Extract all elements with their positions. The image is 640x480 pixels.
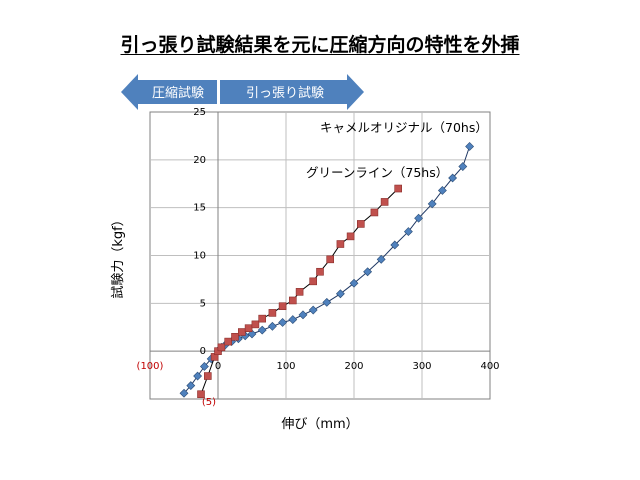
data-point bbox=[288, 315, 298, 325]
data-point bbox=[349, 278, 359, 288]
data-point bbox=[204, 372, 212, 380]
x-tick-label: 200 bbox=[344, 361, 363, 372]
test-direction-arrows: 圧縮試験 引っ張り試験 bbox=[121, 74, 364, 110]
data-point bbox=[278, 318, 288, 327]
data-point bbox=[267, 321, 277, 331]
data-point bbox=[217, 343, 226, 352]
data-point bbox=[380, 198, 389, 206]
x-tick-label: 100 bbox=[276, 361, 295, 372]
data-point bbox=[376, 254, 386, 264]
y-tick-label: 0 bbox=[200, 346, 206, 357]
tension-label: 引っ張り試験 bbox=[246, 85, 324, 101]
data-point bbox=[427, 199, 437, 209]
data-point bbox=[251, 320, 260, 329]
compression-arrow bbox=[121, 74, 217, 110]
green-line-label: グリーンライン（75hs） bbox=[306, 165, 448, 180]
y-tick-label: 15 bbox=[193, 203, 206, 214]
data-point bbox=[336, 240, 345, 248]
data-series bbox=[179, 142, 475, 399]
data-point bbox=[224, 337, 232, 346]
y-tick-label: 25 bbox=[193, 107, 206, 118]
series-green-line bbox=[197, 184, 403, 399]
data-point bbox=[448, 173, 458, 183]
data-point bbox=[186, 381, 196, 391]
data-point bbox=[335, 289, 345, 299]
x-axis-title: 伸び（mm） bbox=[281, 417, 358, 432]
x-tick-label: 400 bbox=[480, 361, 499, 372]
data-point bbox=[179, 388, 189, 398]
compression-label: 圧縮試験 bbox=[152, 85, 204, 101]
data-point bbox=[403, 227, 413, 237]
data-point bbox=[356, 220, 365, 228]
data-point bbox=[309, 277, 318, 286]
axis-titles: キャメルオリジナル（70hs） グリーンライン（75hs） 伸び（mm） 試験力（kg… bbox=[110, 120, 488, 432]
data-point bbox=[370, 208, 379, 217]
y-axis-title: 試験力（kgf） bbox=[110, 213, 126, 298]
y-tick-label: 10 bbox=[193, 251, 206, 262]
data-point bbox=[322, 297, 332, 307]
data-point bbox=[298, 310, 308, 320]
camel-original-label: キャメルオリジナル（70hs） bbox=[320, 120, 488, 135]
data-point bbox=[193, 371, 203, 381]
data-point bbox=[346, 232, 355, 241]
data-point bbox=[437, 186, 447, 195]
data-point bbox=[244, 324, 253, 333]
page-title: 引っ張り試験結果を元に圧縮方向の特性を外挿 bbox=[120, 34, 520, 56]
data-point bbox=[316, 267, 324, 276]
y-tick-label: 20 bbox=[193, 155, 206, 166]
x-tick-label: (100) bbox=[137, 361, 164, 372]
data-point bbox=[465, 142, 475, 151]
data-point bbox=[390, 240, 400, 250]
x-tick-label: 0 bbox=[215, 361, 221, 372]
data-point bbox=[414, 213, 424, 223]
data-point bbox=[295, 288, 304, 296]
tension-arrow bbox=[220, 74, 364, 110]
data-point bbox=[238, 328, 246, 336]
data-point bbox=[199, 362, 209, 371]
data-point bbox=[268, 309, 277, 317]
data-point bbox=[288, 296, 297, 305]
data-point bbox=[363, 267, 373, 277]
x-tick-label: 300 bbox=[412, 361, 431, 372]
data-point bbox=[257, 325, 267, 335]
data-point bbox=[197, 390, 205, 399]
data-point bbox=[258, 314, 267, 323]
data-point bbox=[394, 184, 403, 193]
data-point bbox=[231, 333, 239, 341]
data-point bbox=[326, 255, 335, 264]
y-tick-label: (5) bbox=[202, 397, 216, 408]
data-point bbox=[278, 302, 287, 311]
data-point bbox=[308, 305, 318, 315]
y-tick-label: 5 bbox=[200, 298, 206, 309]
grid-lines bbox=[150, 112, 490, 399]
axis-ticks: (100) 0 100 200 300 400 (5) 0 5 10 15 20 25 bbox=[137, 107, 500, 408]
data-point bbox=[458, 162, 468, 171]
